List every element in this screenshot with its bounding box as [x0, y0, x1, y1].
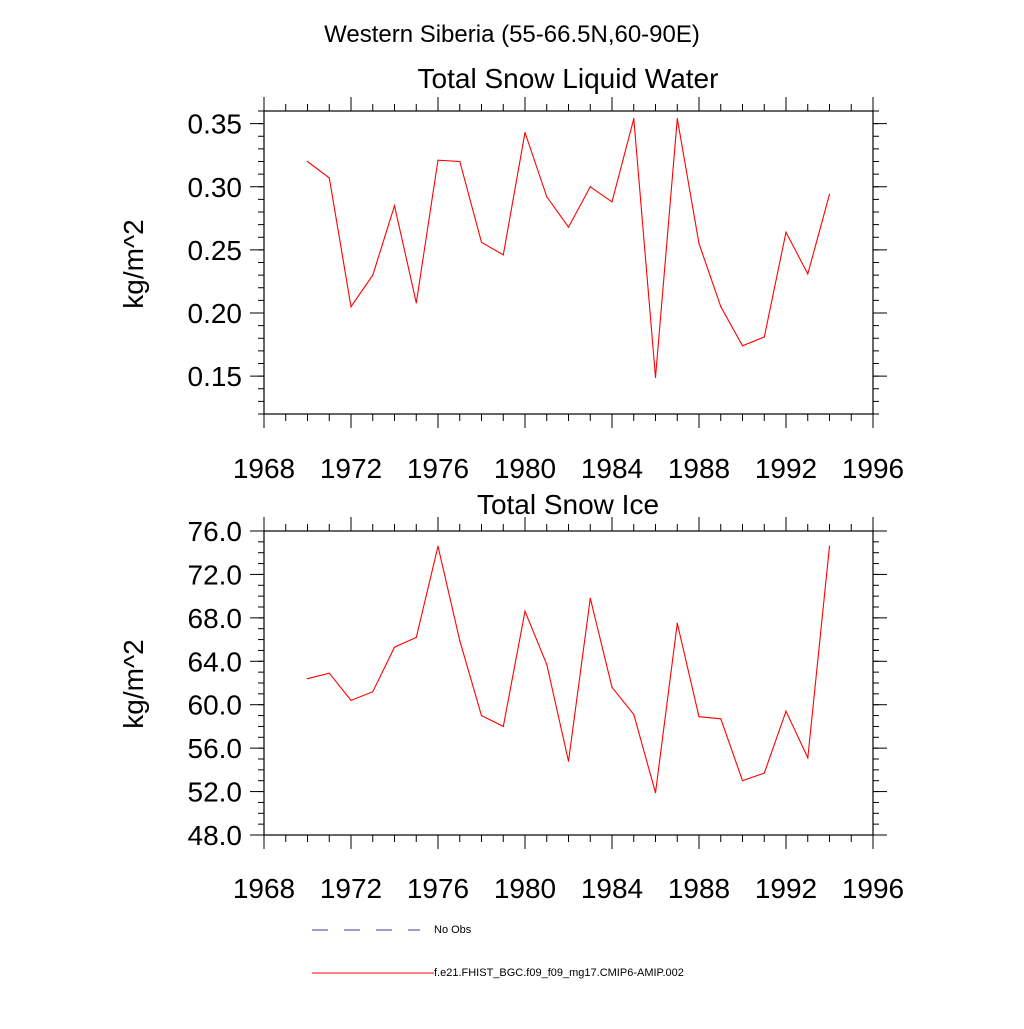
x-tick-label: 1984 — [581, 873, 643, 904]
data-point — [676, 622, 678, 624]
series-line — [307, 118, 831, 378]
data-point — [437, 545, 439, 547]
legend-label: f.e21.FHIST_BGC.f09_f09_mg17.CMIP6-AMIP.… — [434, 967, 684, 979]
data-point — [502, 254, 504, 256]
data-point — [437, 159, 439, 161]
data-point — [372, 691, 374, 693]
x-tick-label: 1976 — [407, 453, 469, 484]
data-point — [350, 306, 352, 308]
chart-panel-snow-ice: Total Snow Ice kg/m^2 1968 1972 1976 1980 19… — [118, 489, 904, 904]
data-point — [763, 772, 765, 774]
data-point — [654, 376, 657, 378]
data-point — [676, 117, 678, 120]
data-point — [502, 725, 504, 728]
plot-frame — [263, 530, 874, 836]
x-tick-label: 1992 — [755, 873, 817, 904]
legend: No Obs f.e21.FHIST_BGC.f09_f09_mg17.CMIP… — [312, 924, 684, 979]
data-point — [611, 201, 613, 203]
plot-frame — [263, 110, 874, 415]
y-tick-label: 52.0 — [188, 777, 243, 808]
data-point — [589, 597, 591, 599]
data-point — [567, 760, 570, 762]
data-point — [415, 302, 417, 304]
data-point — [698, 242, 700, 245]
y-tick-label: 0.25 — [188, 235, 243, 266]
data-point — [720, 718, 722, 720]
y-tick-label: 68.0 — [188, 603, 243, 634]
data-point — [546, 663, 548, 666]
x-tick-label: 1996 — [842, 453, 904, 484]
y-tick-label: 0.30 — [188, 172, 243, 203]
x-tick-label: 1972 — [320, 453, 382, 484]
chart-title: Total Snow Liquid Water — [418, 63, 719, 94]
data-point — [611, 686, 613, 688]
data-point — [306, 678, 309, 680]
y-tick-label: 0.35 — [188, 109, 243, 140]
data-point — [350, 699, 352, 701]
data-point — [415, 636, 417, 639]
y-tick-label: 56.0 — [188, 733, 243, 764]
data-point — [589, 186, 591, 188]
y-tick-label: 72.0 — [188, 559, 243, 590]
y-tick-label: 0.15 — [188, 361, 243, 392]
x-tick-label: 1972 — [320, 873, 382, 904]
data-point — [328, 177, 330, 179]
x-tick-label: 1980 — [494, 453, 556, 484]
data-point — [741, 780, 744, 782]
x-tick-label: 1968 — [233, 873, 295, 904]
data-point — [785, 231, 787, 233]
data-point — [328, 672, 330, 674]
data-point — [633, 117, 635, 120]
data-point — [654, 792, 657, 794]
y-tick-label: 48.0 — [188, 820, 243, 851]
data-point — [480, 241, 483, 243]
y-tick-label: 0.20 — [188, 298, 243, 329]
x-tick-label: 1968 — [233, 453, 295, 484]
data-point — [567, 226, 570, 228]
data-point — [393, 205, 396, 207]
x-tick-label: 1980 — [494, 873, 556, 904]
data-point — [459, 640, 461, 642]
data-point — [393, 646, 396, 648]
data-point — [633, 713, 635, 716]
data-point — [828, 545, 831, 547]
data-point — [807, 273, 809, 275]
data-point — [785, 710, 787, 712]
legend-label: No Obs — [434, 924, 472, 936]
data-point — [524, 131, 526, 134]
data-point — [524, 610, 526, 612]
x-tick-label: 1984 — [581, 453, 643, 484]
data-point — [480, 714, 483, 717]
y-tick-label: 76.0 — [188, 516, 243, 547]
x-tick-label: 1996 — [842, 873, 904, 904]
y-axis-label: kg/m^2 — [118, 639, 149, 728]
chart-title: Total Snow Ice — [477, 489, 659, 520]
y-axis-label: kg/m^2 — [118, 219, 149, 308]
data-point — [306, 160, 309, 163]
data-point — [459, 160, 461, 163]
data-point — [741, 345, 744, 347]
x-tick-label: 1988 — [668, 453, 730, 484]
chart-panel-snow-liquid-water: Total Snow Liquid Water kg/m^2 1968 1972 1… — [118, 63, 904, 484]
series-line — [307, 546, 831, 793]
legend-item-no-obs: No Obs — [312, 924, 472, 936]
data-point — [698, 716, 700, 718]
data-point — [546, 196, 548, 198]
legend-item-model: f.e21.FHIST_BGC.f09_f09_mg17.CMIP6-AMIP.… — [312, 967, 684, 979]
y-tick-label: 64.0 — [188, 646, 243, 677]
x-tick-label: 1992 — [755, 453, 817, 484]
x-tick-label: 1988 — [668, 873, 730, 904]
main-title: Western Siberia (55-66.5N,60-90E) — [324, 21, 700, 48]
data-point — [828, 193, 831, 195]
data-point — [763, 336, 765, 338]
x-tick-label: 1976 — [407, 873, 469, 904]
y-tick-label: 60.0 — [188, 690, 243, 721]
data-point — [720, 306, 722, 308]
data-point — [372, 274, 374, 276]
data-point — [807, 757, 809, 759]
